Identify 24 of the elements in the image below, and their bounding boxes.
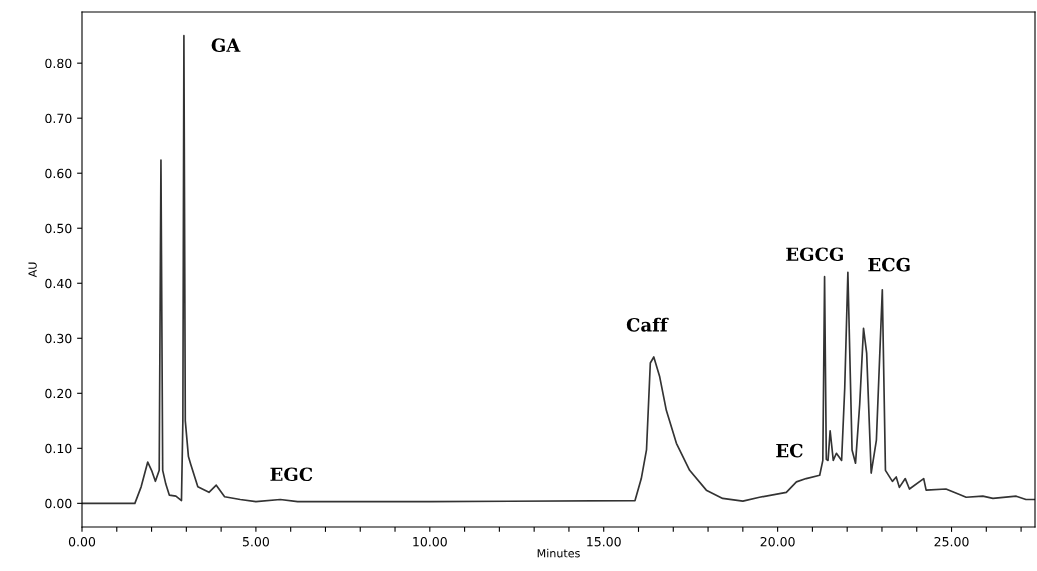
annotation: GA (211, 38, 241, 53)
y-tick-label: 0.10 (45, 443, 72, 454)
x-axis-title: Minutes (537, 548, 580, 558)
y-axis-title: AU (28, 262, 37, 278)
y-tick-label: 0.20 (45, 388, 72, 399)
y-tick-label: 0.40 (45, 278, 72, 289)
x-tick-label: 5.00 (242, 536, 269, 547)
x-tick-label: 10.00 (413, 536, 447, 547)
annotation: ECG (868, 257, 910, 272)
y-tick-label: 0.50 (45, 223, 72, 234)
x-tick-label: 20.00 (760, 536, 795, 547)
line-series (82, 34, 1035, 505)
annotation: EC (776, 443, 803, 458)
annotation: EGC (270, 467, 313, 482)
y-tick-label: 0.60 (45, 168, 72, 179)
y-tick-label: 0.80 (45, 58, 72, 69)
x-tick-label: 0.00 (68, 536, 96, 547)
annotation: Caff (626, 317, 669, 332)
y-tick-label: 0.00 (45, 498, 72, 509)
annotation: EGCG (786, 247, 843, 262)
y-tick-label: 0.70 (45, 113, 72, 124)
x-tick-label: 15.00 (587, 536, 621, 547)
x-tick-label: 25.00 (934, 536, 969, 547)
y-tick-label: 0.30 (45, 333, 72, 344)
